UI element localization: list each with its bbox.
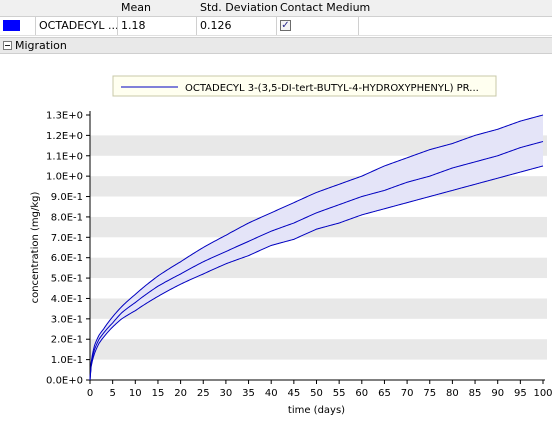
y-axis-label: concentration (mg/kg) — [30, 191, 41, 303]
x-tick-label: 40 — [265, 388, 278, 399]
x-tick-label: 60 — [355, 388, 368, 399]
x-tick-label: 95 — [514, 388, 527, 399]
series-color-swatch — [3, 20, 20, 31]
y-tick-label: 6.0E-1 — [51, 253, 83, 264]
grid-band — [90, 257, 547, 279]
color-cell[interactable] — [0, 17, 36, 35]
substance-name-cell[interactable]: OCTADECYL ... — [36, 17, 118, 35]
y-tick-label: 5.0E-1 — [51, 274, 83, 285]
x-tick-label: 20 — [174, 388, 187, 399]
y-tick-label: 4.0E-1 — [51, 294, 83, 305]
header-mean[interactable]: Mean — [121, 1, 151, 14]
y-tick-label: 8.0E-1 — [51, 212, 83, 223]
y-tick-label: 2.0E-1 — [51, 335, 83, 346]
migration-section-header[interactable]: Migration — [0, 37, 552, 54]
table-header: Mean Std. Deviation Contact Medium — [0, 0, 552, 17]
series-lines — [89, 114, 544, 381]
series-line-mean — [89, 141, 544, 381]
x-tick-label: 100 — [533, 388, 552, 399]
std-deviation-cell[interactable]: 0.126 — [197, 17, 277, 35]
section-label: Migration — [15, 39, 67, 52]
collapse-icon[interactable] — [3, 41, 12, 50]
axes — [86, 111, 545, 384]
y-tick-label: 0.0E+0 — [46, 376, 83, 387]
x-tick-label: 70 — [401, 388, 414, 399]
y-tick-label: 3.0E-1 — [51, 314, 83, 325]
contact-medium-checkbox[interactable]: ✓ — [280, 20, 291, 31]
legend[interactable]: OCTADECYL 3-(3,5-DI-tert-BUTYL-4-HYDROXY… — [112, 75, 497, 97]
legend-entry: OCTADECYL 3-(3,5-DI-tert-BUTYL-4-HYDROXY… — [185, 83, 479, 94]
x-tick-label: 0 — [87, 388, 93, 399]
x-tick-label: 90 — [491, 388, 504, 399]
x-tick-label: 75 — [423, 388, 436, 399]
confidence-band-fill — [90, 115, 543, 380]
x-tick-label: 25 — [197, 388, 210, 399]
y-tick-label: 1.3E+0 — [46, 111, 83, 122]
tick-labels: 0.0E+0 1.0E-1 2.0E-1 3.0E-1 4.0E-1 5.0E-1 6.0E… — [46, 111, 552, 400]
confidence-band — [90, 115, 543, 380]
x-tick-label: 45 — [287, 388, 300, 399]
x-tick-label: 15 — [152, 388, 165, 399]
x-axis-label: time (days) — [288, 405, 345, 416]
grid-band — [90, 298, 547, 319]
y-tick-label: 9.0E-1 — [51, 192, 83, 203]
x-tick-label: 5 — [109, 388, 115, 399]
x-tick-label: 10 — [129, 388, 142, 399]
x-tick-label: 30 — [220, 388, 233, 399]
y-tick-label: 1.1E+0 — [46, 151, 83, 162]
grid-bands — [90, 135, 547, 360]
x-tick-label: 65 — [378, 388, 391, 399]
mean-cell[interactable]: 1.18 — [118, 17, 197, 35]
contact-medium-cell — [277, 17, 359, 35]
series-line-lower — [89, 165, 544, 381]
y-tick-label: 1.2E+0 — [46, 131, 83, 142]
y-tick-label: 1.0E+0 — [46, 172, 83, 183]
y-tick-label: 1.0E-1 — [51, 355, 83, 366]
table-row[interactable]: OCTADECYL ... 1.18 0.126 — [0, 17, 552, 36]
grid-band — [90, 339, 547, 360]
y-tick-label: 7.0E-1 — [51, 233, 83, 244]
x-tick-label: 85 — [469, 388, 482, 399]
x-tick-label: 55 — [333, 388, 346, 399]
header-std-deviation[interactable]: Std. Deviation — [200, 1, 278, 14]
header-contact-medium[interactable]: Contact Medium — [280, 1, 371, 14]
x-tick-label: 50 — [310, 388, 323, 399]
x-tick-label: 80 — [446, 388, 459, 399]
x-tick-label: 35 — [242, 388, 255, 399]
series-line-upper — [89, 114, 544, 381]
